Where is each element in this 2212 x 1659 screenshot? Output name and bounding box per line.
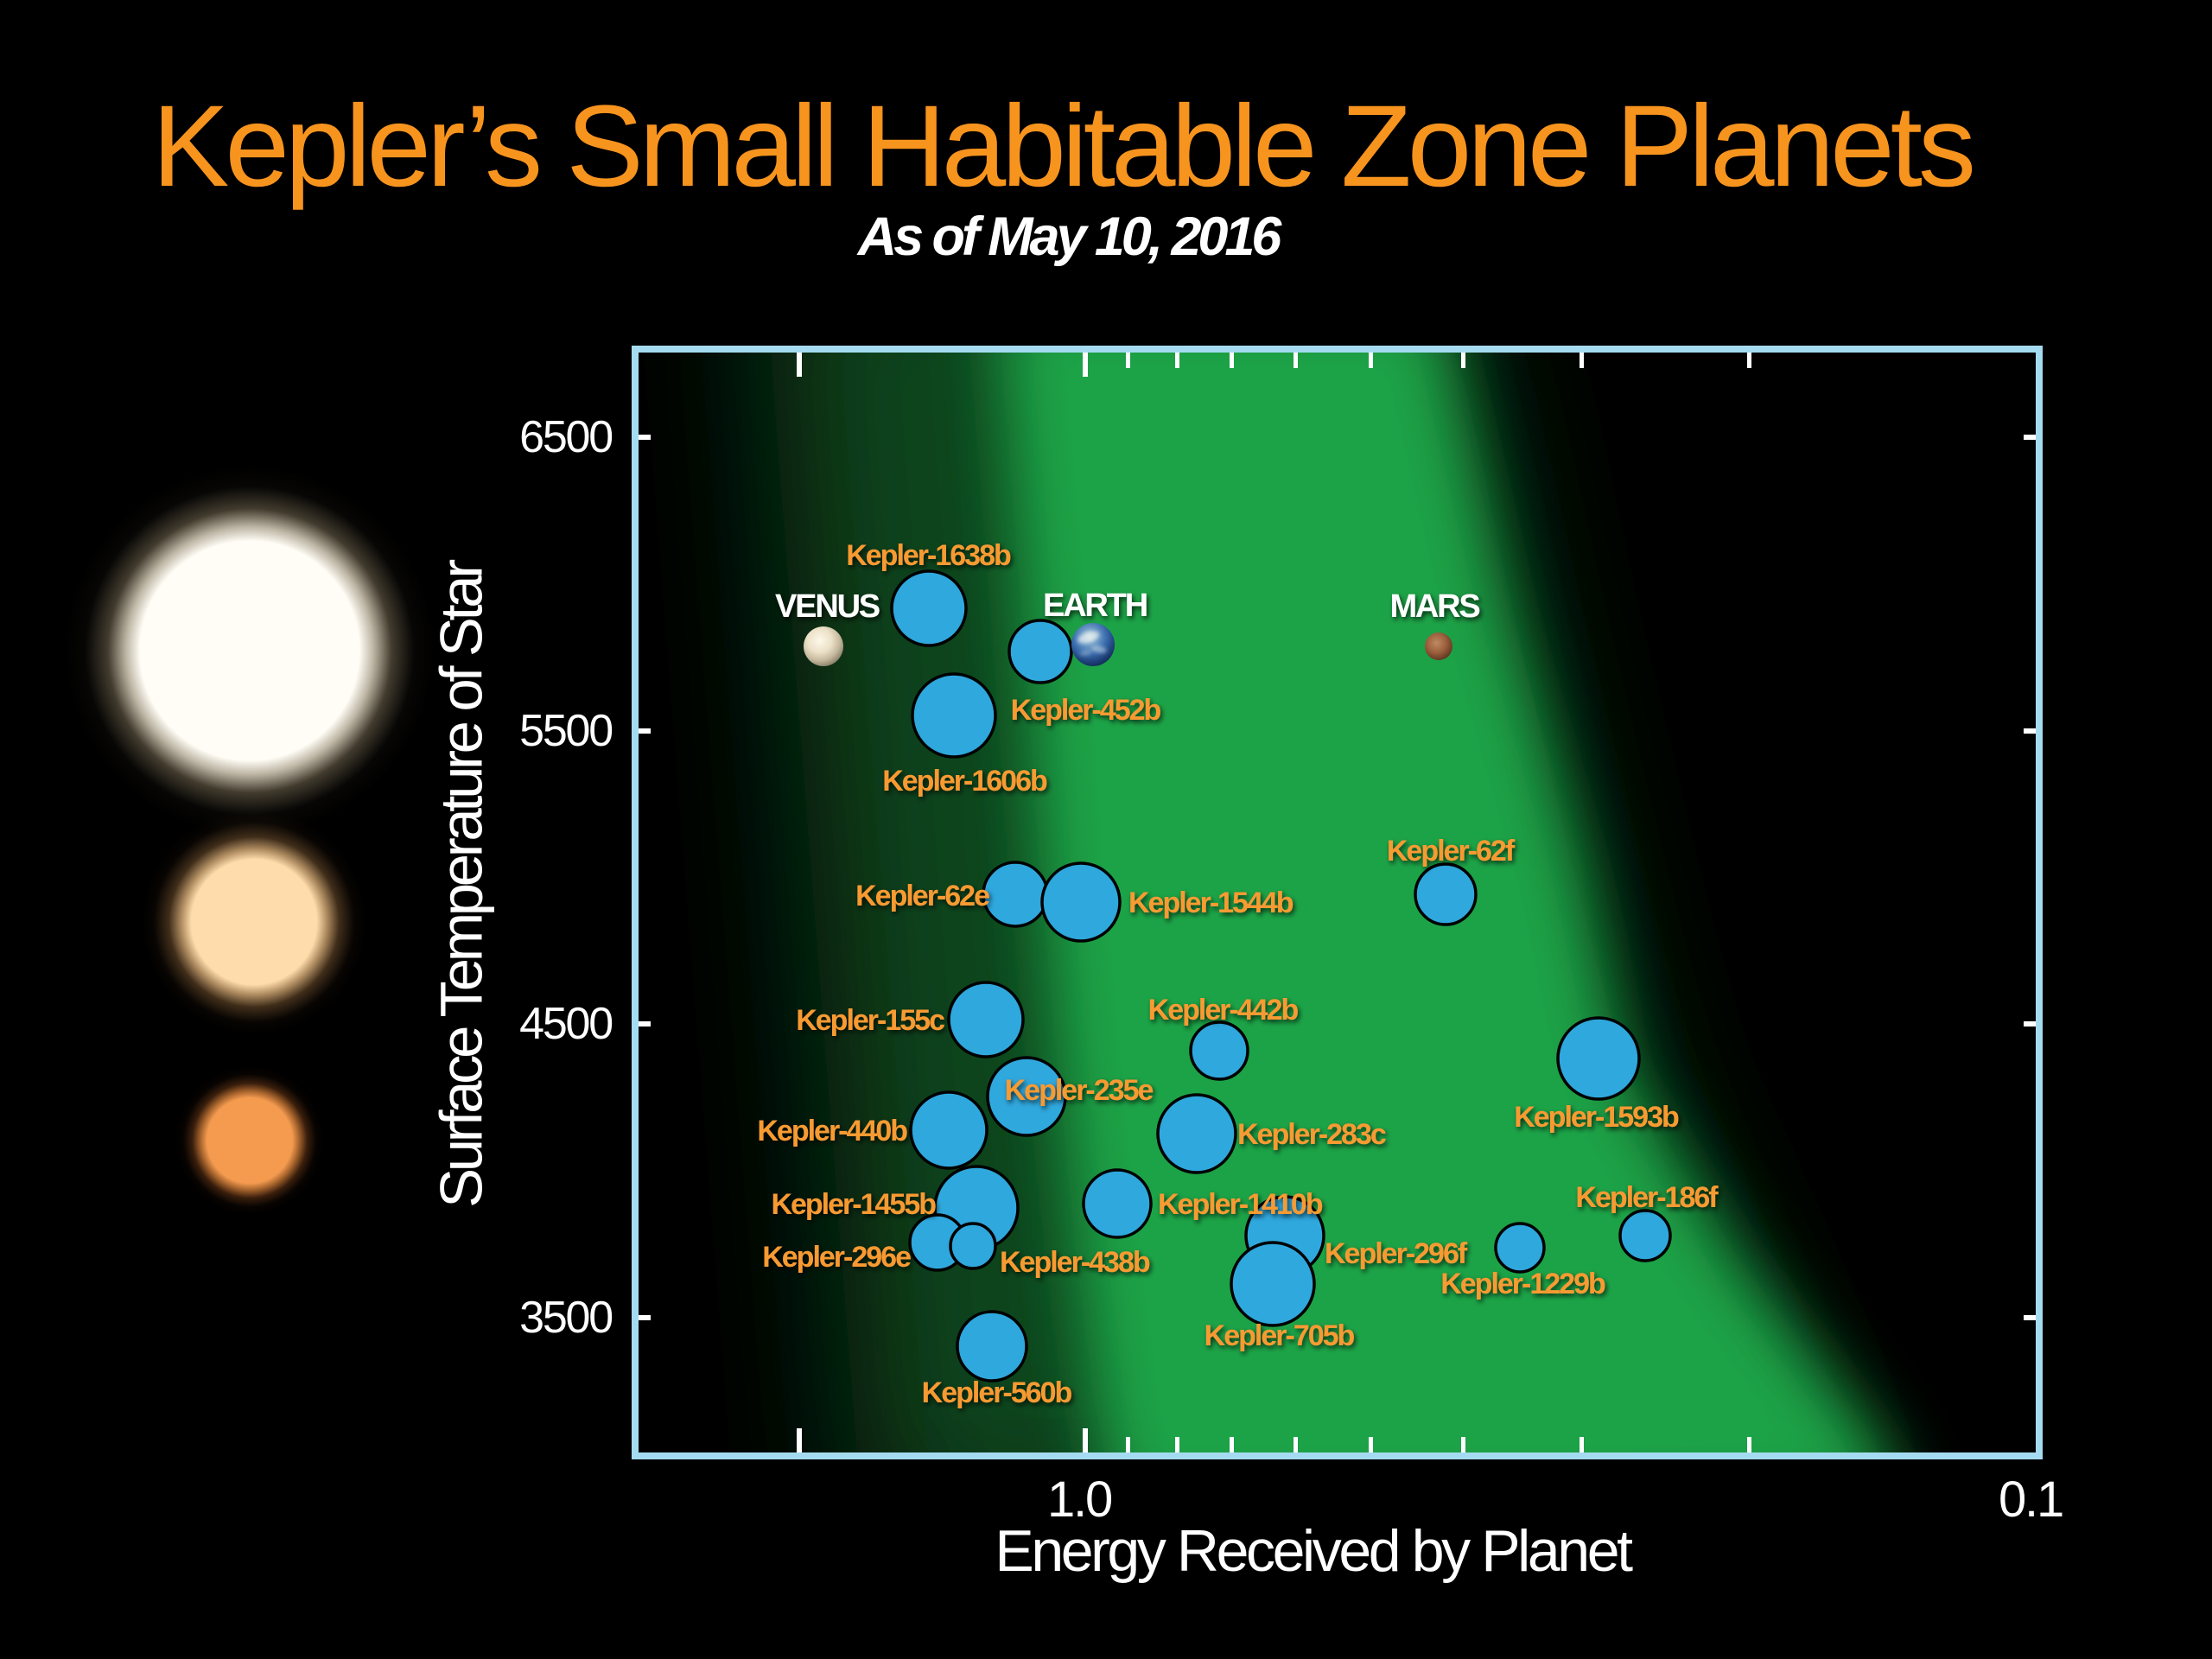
svg-text:EARTH: EARTH xyxy=(1043,588,1147,624)
svg-text:VENUS: VENUS xyxy=(775,588,880,625)
svg-text:Kepler-283c: Kepler-283c xyxy=(1237,1118,1386,1151)
svg-text:Kepler-1606b: Kepler-1606b xyxy=(882,765,1047,798)
svg-text:Kepler-155c: Kepler-155c xyxy=(796,1004,944,1037)
svg-text:Kepler-186f: Kepler-186f xyxy=(1575,1181,1719,1214)
svg-text:Kepler-1544b: Kepler-1544b xyxy=(1128,887,1294,919)
svg-text:Kepler-1593b: Kepler-1593b xyxy=(1514,1101,1679,1134)
svg-text:Kepler-705b: Kepler-705b xyxy=(1205,1319,1355,1352)
svg-text:Kepler-560b: Kepler-560b xyxy=(922,1376,1072,1409)
svg-text:Kepler-1229b: Kepler-1229b xyxy=(1440,1268,1605,1300)
svg-text:Kepler-1410b: Kepler-1410b xyxy=(1158,1188,1323,1221)
svg-text:Kepler-62f: Kepler-62f xyxy=(1387,835,1516,868)
svg-text:Kepler-452b: Kepler-452b xyxy=(1011,694,1161,727)
svg-text:Kepler-440b: Kepler-440b xyxy=(757,1115,907,1147)
svg-text:MARS: MARS xyxy=(1389,588,1479,625)
svg-text:Kepler-62e: Kepler-62e xyxy=(855,880,989,912)
svg-text:Kepler-235e: Kepler-235e xyxy=(1005,1074,1154,1107)
svg-text:Kepler-438b: Kepler-438b xyxy=(1000,1246,1150,1279)
svg-text:Kepler-442b: Kepler-442b xyxy=(1148,994,1299,1027)
svg-text:Kepler-296e: Kepler-296e xyxy=(762,1241,911,1274)
svg-text:Kepler-1455b: Kepler-1455b xyxy=(771,1188,936,1221)
svg-text:Kepler-1638b: Kepler-1638b xyxy=(846,539,1011,572)
svg-text:Kepler-296f: Kepler-296f xyxy=(1325,1237,1468,1270)
